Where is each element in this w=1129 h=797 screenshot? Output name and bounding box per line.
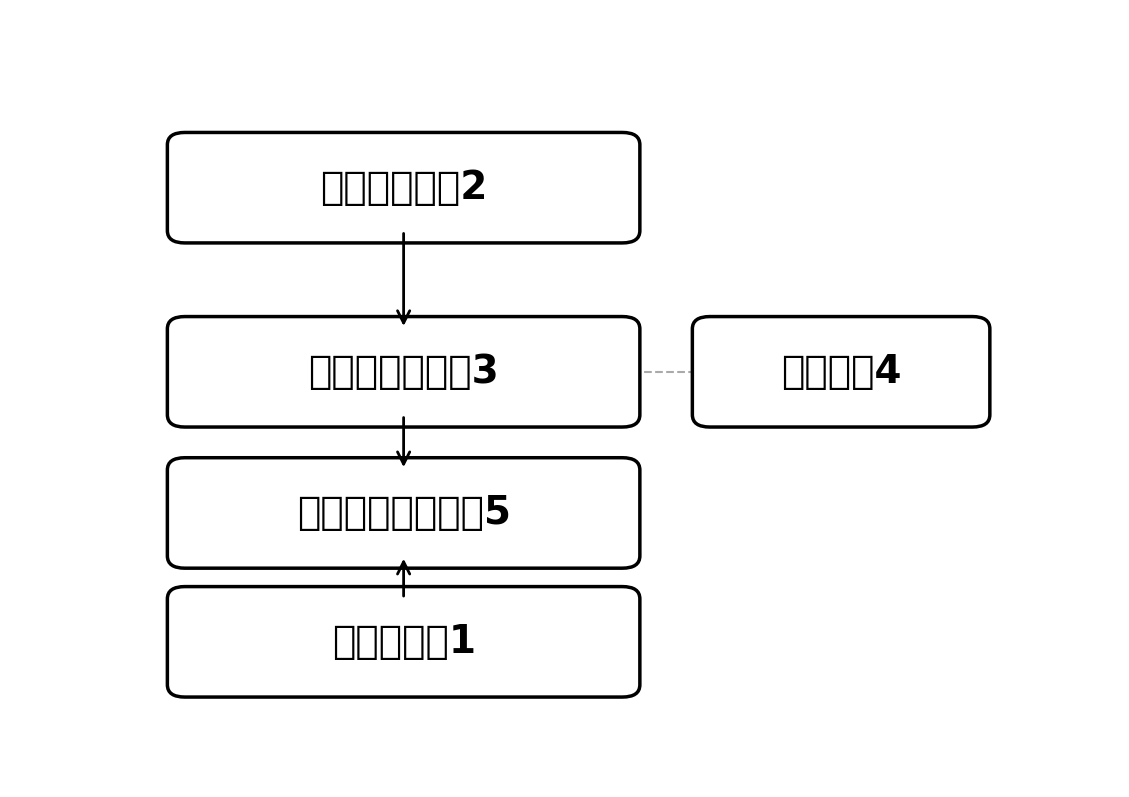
FancyBboxPatch shape xyxy=(167,132,640,243)
Text: 气体采样系统2: 气体采样系统2 xyxy=(320,169,488,206)
FancyBboxPatch shape xyxy=(167,316,640,427)
Text: 数据采集和处理器5: 数据采集和处理器5 xyxy=(297,494,510,532)
Text: 超声风速仪1: 超声风速仪1 xyxy=(332,622,475,661)
Text: 标定系统4: 标定系统4 xyxy=(781,353,901,391)
Text: 闭路气体分析仪3: 闭路气体分析仪3 xyxy=(308,353,499,391)
FancyBboxPatch shape xyxy=(167,587,640,697)
FancyBboxPatch shape xyxy=(167,457,640,568)
FancyBboxPatch shape xyxy=(692,316,990,427)
